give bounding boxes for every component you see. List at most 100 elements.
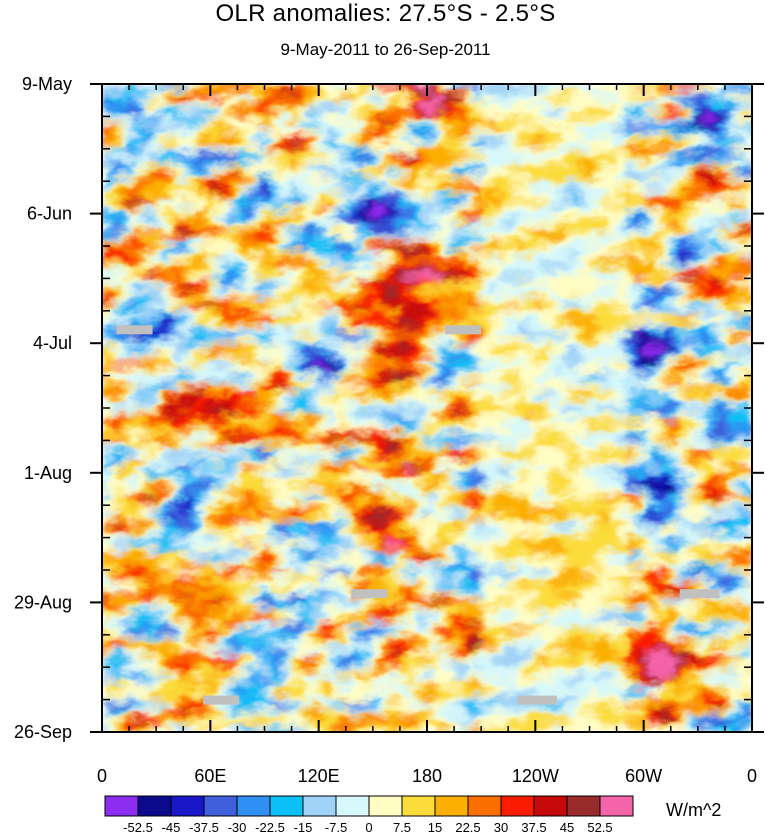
field-cell bbox=[731, 193, 738, 201]
field-cell bbox=[521, 228, 528, 236]
field-cell bbox=[621, 256, 628, 264]
field-cell bbox=[606, 251, 613, 259]
field-cell bbox=[411, 245, 418, 253]
field-cell bbox=[706, 256, 713, 264]
field-cell bbox=[396, 268, 403, 276]
field-cell bbox=[706, 141, 713, 149]
field-cell bbox=[446, 158, 453, 166]
field-cell bbox=[291, 181, 298, 189]
field-cell bbox=[121, 297, 128, 305]
field-cell bbox=[636, 268, 643, 276]
field-cell bbox=[746, 251, 752, 259]
field-cell bbox=[736, 245, 743, 253]
field-cell bbox=[636, 141, 643, 149]
field-cell bbox=[591, 175, 598, 183]
field-cell bbox=[126, 222, 133, 230]
field-cell bbox=[541, 216, 548, 224]
field-cell bbox=[616, 256, 623, 264]
field-cell bbox=[266, 129, 273, 137]
field-cell bbox=[346, 193, 353, 201]
field-cell bbox=[501, 222, 508, 230]
field-cell bbox=[281, 297, 288, 305]
field-cell bbox=[236, 158, 243, 166]
field-cell bbox=[381, 291, 388, 299]
field-cell bbox=[466, 84, 473, 91]
field-cell bbox=[186, 256, 193, 264]
field-cell bbox=[431, 233, 438, 241]
field-cell bbox=[341, 210, 348, 218]
field-cell bbox=[116, 193, 123, 201]
field-cell bbox=[326, 181, 333, 189]
field-cell bbox=[256, 89, 263, 97]
field-cell bbox=[731, 152, 738, 160]
field-cell bbox=[366, 164, 373, 172]
field-cell bbox=[446, 280, 453, 288]
field-cell bbox=[686, 256, 693, 264]
field-cell bbox=[726, 100, 733, 108]
field-cell bbox=[126, 303, 133, 311]
field-cell bbox=[431, 112, 438, 120]
field-cell bbox=[106, 233, 113, 241]
field-cell bbox=[571, 152, 578, 160]
field-cell bbox=[446, 181, 453, 189]
field-cell bbox=[696, 268, 703, 276]
field-cell bbox=[226, 199, 233, 207]
field-cell bbox=[506, 245, 513, 253]
field-cell bbox=[171, 222, 178, 230]
field-cell bbox=[191, 170, 198, 178]
field-cell bbox=[691, 256, 698, 264]
field-cell bbox=[376, 170, 383, 178]
field-cell bbox=[656, 106, 663, 114]
field-cell bbox=[156, 216, 163, 224]
field-cell bbox=[616, 274, 623, 282]
field-cell bbox=[656, 135, 663, 143]
field-cell bbox=[406, 84, 413, 91]
field-cell bbox=[526, 112, 533, 120]
field-cell bbox=[681, 123, 688, 131]
field-cell bbox=[266, 100, 273, 108]
field-cell bbox=[431, 135, 438, 143]
field-cell bbox=[641, 175, 648, 183]
field-cell bbox=[221, 256, 228, 264]
field-cell bbox=[661, 199, 668, 207]
field-cell bbox=[376, 193, 383, 201]
field-cell bbox=[716, 239, 723, 247]
field-cell bbox=[201, 123, 208, 131]
field-cell bbox=[541, 222, 548, 230]
field-cell bbox=[681, 274, 688, 282]
field-cell bbox=[186, 112, 193, 120]
field-cell bbox=[581, 210, 588, 218]
field-cell bbox=[266, 112, 273, 120]
field-cell bbox=[686, 112, 693, 120]
field-cell bbox=[281, 256, 288, 264]
field-cell bbox=[346, 222, 353, 230]
field-cell bbox=[181, 100, 188, 108]
field-cell bbox=[541, 84, 548, 91]
field-cell bbox=[636, 94, 643, 102]
field-cell bbox=[396, 135, 403, 143]
field-cell bbox=[311, 291, 318, 299]
field-cell bbox=[581, 135, 588, 143]
field-cell bbox=[721, 158, 728, 166]
field-cell bbox=[336, 262, 343, 270]
field-cell bbox=[331, 100, 338, 108]
field-cell bbox=[221, 112, 228, 120]
field-cell bbox=[311, 135, 318, 143]
field-cell bbox=[156, 233, 163, 241]
field-cell bbox=[621, 129, 628, 137]
field-cell bbox=[251, 228, 258, 236]
field-cell bbox=[261, 291, 268, 299]
field-cell bbox=[661, 245, 668, 253]
field-cell bbox=[671, 228, 678, 236]
field-cell bbox=[321, 297, 328, 305]
field-cell bbox=[326, 228, 333, 236]
field-cell bbox=[326, 94, 333, 102]
field-cell bbox=[491, 210, 498, 218]
field-cell bbox=[396, 181, 403, 189]
field-cell bbox=[731, 233, 738, 241]
field-cell bbox=[156, 158, 163, 166]
field-cell bbox=[721, 135, 728, 143]
field-cell bbox=[511, 181, 518, 189]
field-cell bbox=[461, 112, 468, 120]
